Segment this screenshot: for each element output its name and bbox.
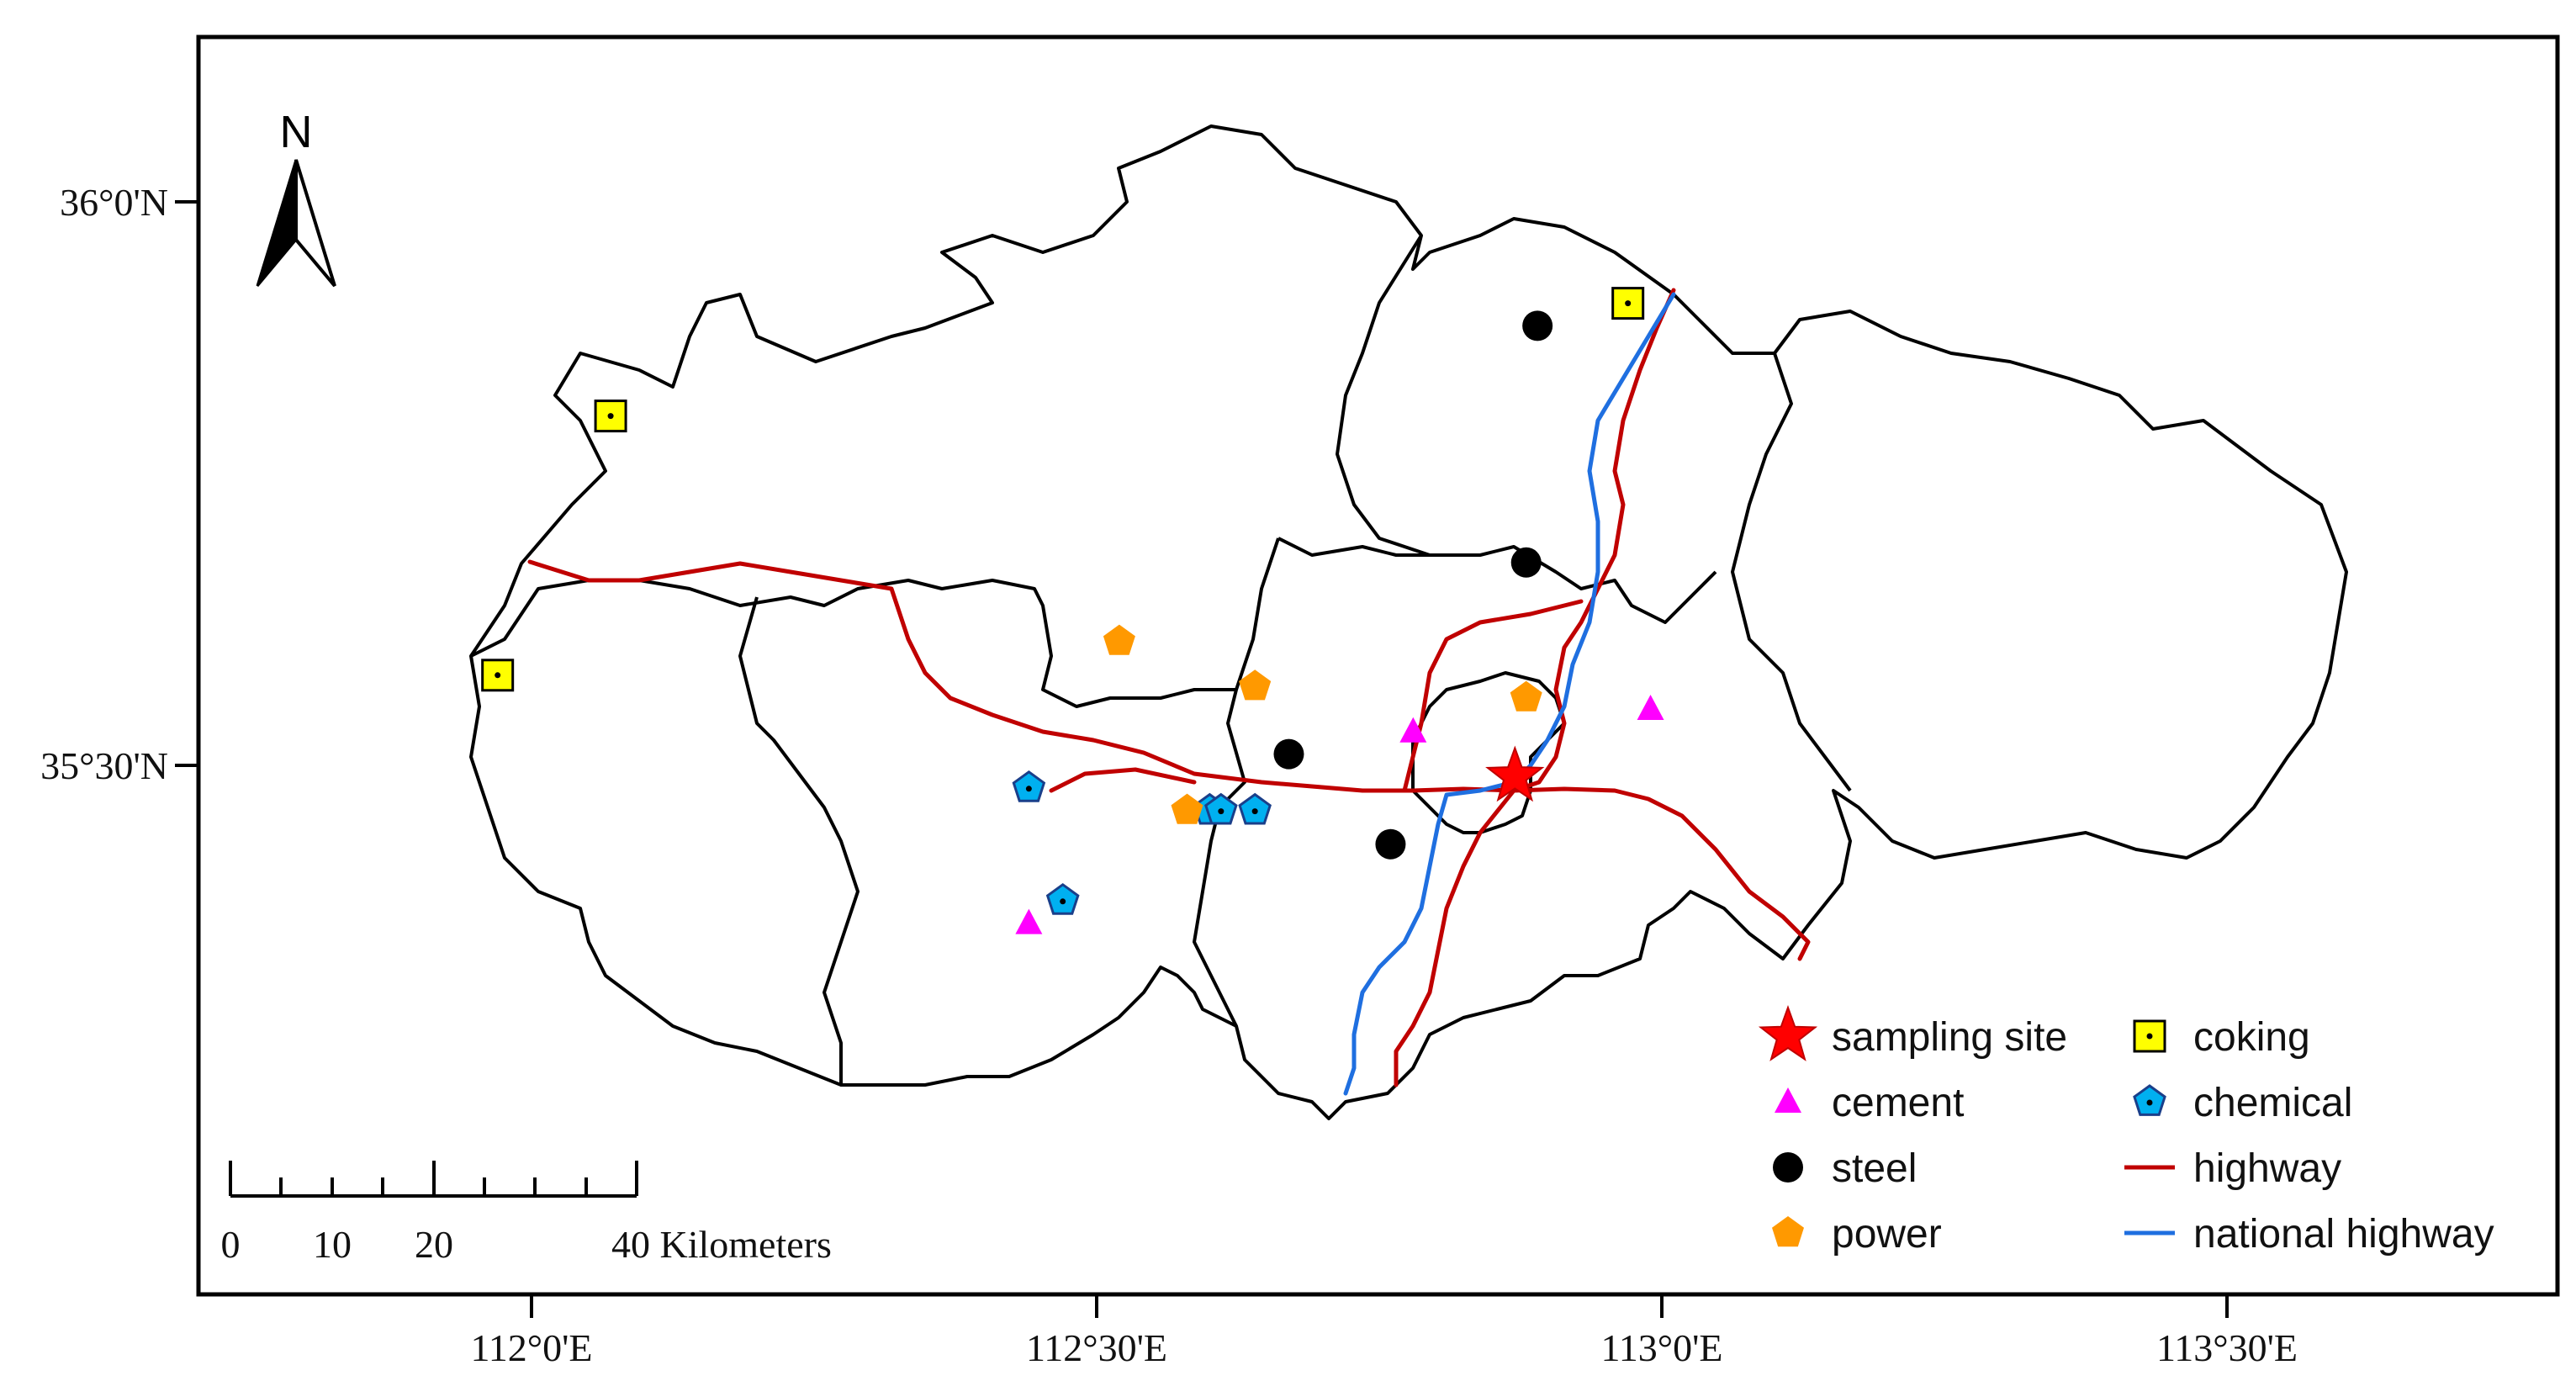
map-frame xyxy=(196,34,2560,1297)
chemical-marker xyxy=(1204,792,1238,825)
legend-swatch xyxy=(2133,1019,2166,1053)
scale-bar xyxy=(229,1161,638,1198)
legend-label: sampling site xyxy=(1832,1015,2067,1060)
scale-label-20: 20 xyxy=(415,1223,453,1266)
legend-label: steel xyxy=(1832,1146,1917,1191)
chemical-marker xyxy=(1012,770,1046,802)
legend-label: cement xyxy=(1832,1081,1964,1125)
map-features xyxy=(481,287,1664,934)
x-tick-label: 112°0'E xyxy=(470,1326,592,1369)
legend-swatch xyxy=(1775,1087,1801,1113)
steel-marker xyxy=(1375,828,1406,860)
boundary-outer xyxy=(469,124,2348,1120)
north-label: N xyxy=(280,107,313,157)
legend-entry: coking xyxy=(2133,1015,2310,1060)
highway-network xyxy=(527,288,1811,1087)
x-tick-label: 113°30'E xyxy=(2156,1326,2298,1369)
legend-label: chemical xyxy=(2193,1081,2352,1125)
power-marker xyxy=(1239,669,1272,701)
cement-marker xyxy=(1637,695,1664,720)
sampling-site-marker xyxy=(1485,745,1545,802)
power-marker xyxy=(1103,624,1135,655)
highway-line xyxy=(1402,599,1584,793)
y-axis: 36°0'N 35°30'N xyxy=(40,181,198,787)
legend-entry: cement xyxy=(1775,1081,1964,1125)
cement-marker xyxy=(1015,908,1043,934)
chemical-marker xyxy=(1045,882,1080,915)
legend-swatch xyxy=(1772,1216,1804,1247)
legend-entry: power xyxy=(1772,1212,1942,1257)
legend-label: power xyxy=(1832,1212,1942,1257)
highway-line xyxy=(1394,788,1516,1087)
coking-marker xyxy=(481,659,515,692)
boundary-north-county xyxy=(1336,234,1717,624)
legend: sampling site coking cement chemical steel hi… xyxy=(1758,1005,2494,1257)
coking-marker xyxy=(1611,287,1645,320)
highway-line xyxy=(527,559,1811,961)
legend-label: highway xyxy=(2193,1146,2341,1191)
legend-entry: national highway xyxy=(2124,1212,2494,1257)
power-marker xyxy=(1171,793,1203,824)
chemical-marker xyxy=(1238,792,1272,825)
steel-marker xyxy=(1273,738,1304,770)
steel-marker xyxy=(1522,310,1553,341)
boundary-central-county xyxy=(1193,537,1430,1027)
coking-marker xyxy=(594,399,627,433)
north-arrow-icon: N xyxy=(256,107,336,288)
legend-entry: sampling site xyxy=(1758,1005,2067,1061)
boundary-south-county xyxy=(738,596,860,1085)
x-axis: 112°0'E 112°30'E 113°0'E 113°30'E xyxy=(470,1294,2298,1369)
steel-marker xyxy=(1510,547,1542,578)
cement-marker xyxy=(1399,717,1427,743)
highway-line xyxy=(1049,767,1197,793)
region-boundaries xyxy=(469,124,2348,1120)
legend-swatch xyxy=(1758,1005,1818,1061)
legend-swatch xyxy=(1773,1152,1803,1183)
legend-entry: steel xyxy=(1773,1146,1917,1191)
boundary-east-county xyxy=(1731,352,1852,792)
power-marker xyxy=(1510,680,1542,712)
scale-label-40: 40 Kilometers xyxy=(611,1223,832,1266)
y-tick-label: 36°0'N xyxy=(60,181,168,224)
legend-label: coking xyxy=(2193,1015,2310,1060)
x-tick-label: 113°0'E xyxy=(1600,1326,1722,1369)
legend-entry: chemical xyxy=(2133,1081,2352,1125)
y-tick-label: 35°30'N xyxy=(40,744,168,787)
legend-entry: highway xyxy=(2124,1146,2341,1191)
legend-label: national highway xyxy=(2193,1212,2494,1257)
highway-line xyxy=(1511,288,1676,793)
scale-label-10: 10 xyxy=(313,1223,352,1266)
legend-swatch xyxy=(2133,1084,2166,1116)
scale-label-0: 0 xyxy=(221,1223,241,1266)
x-tick-label: 112°30'E xyxy=(1026,1326,1167,1369)
